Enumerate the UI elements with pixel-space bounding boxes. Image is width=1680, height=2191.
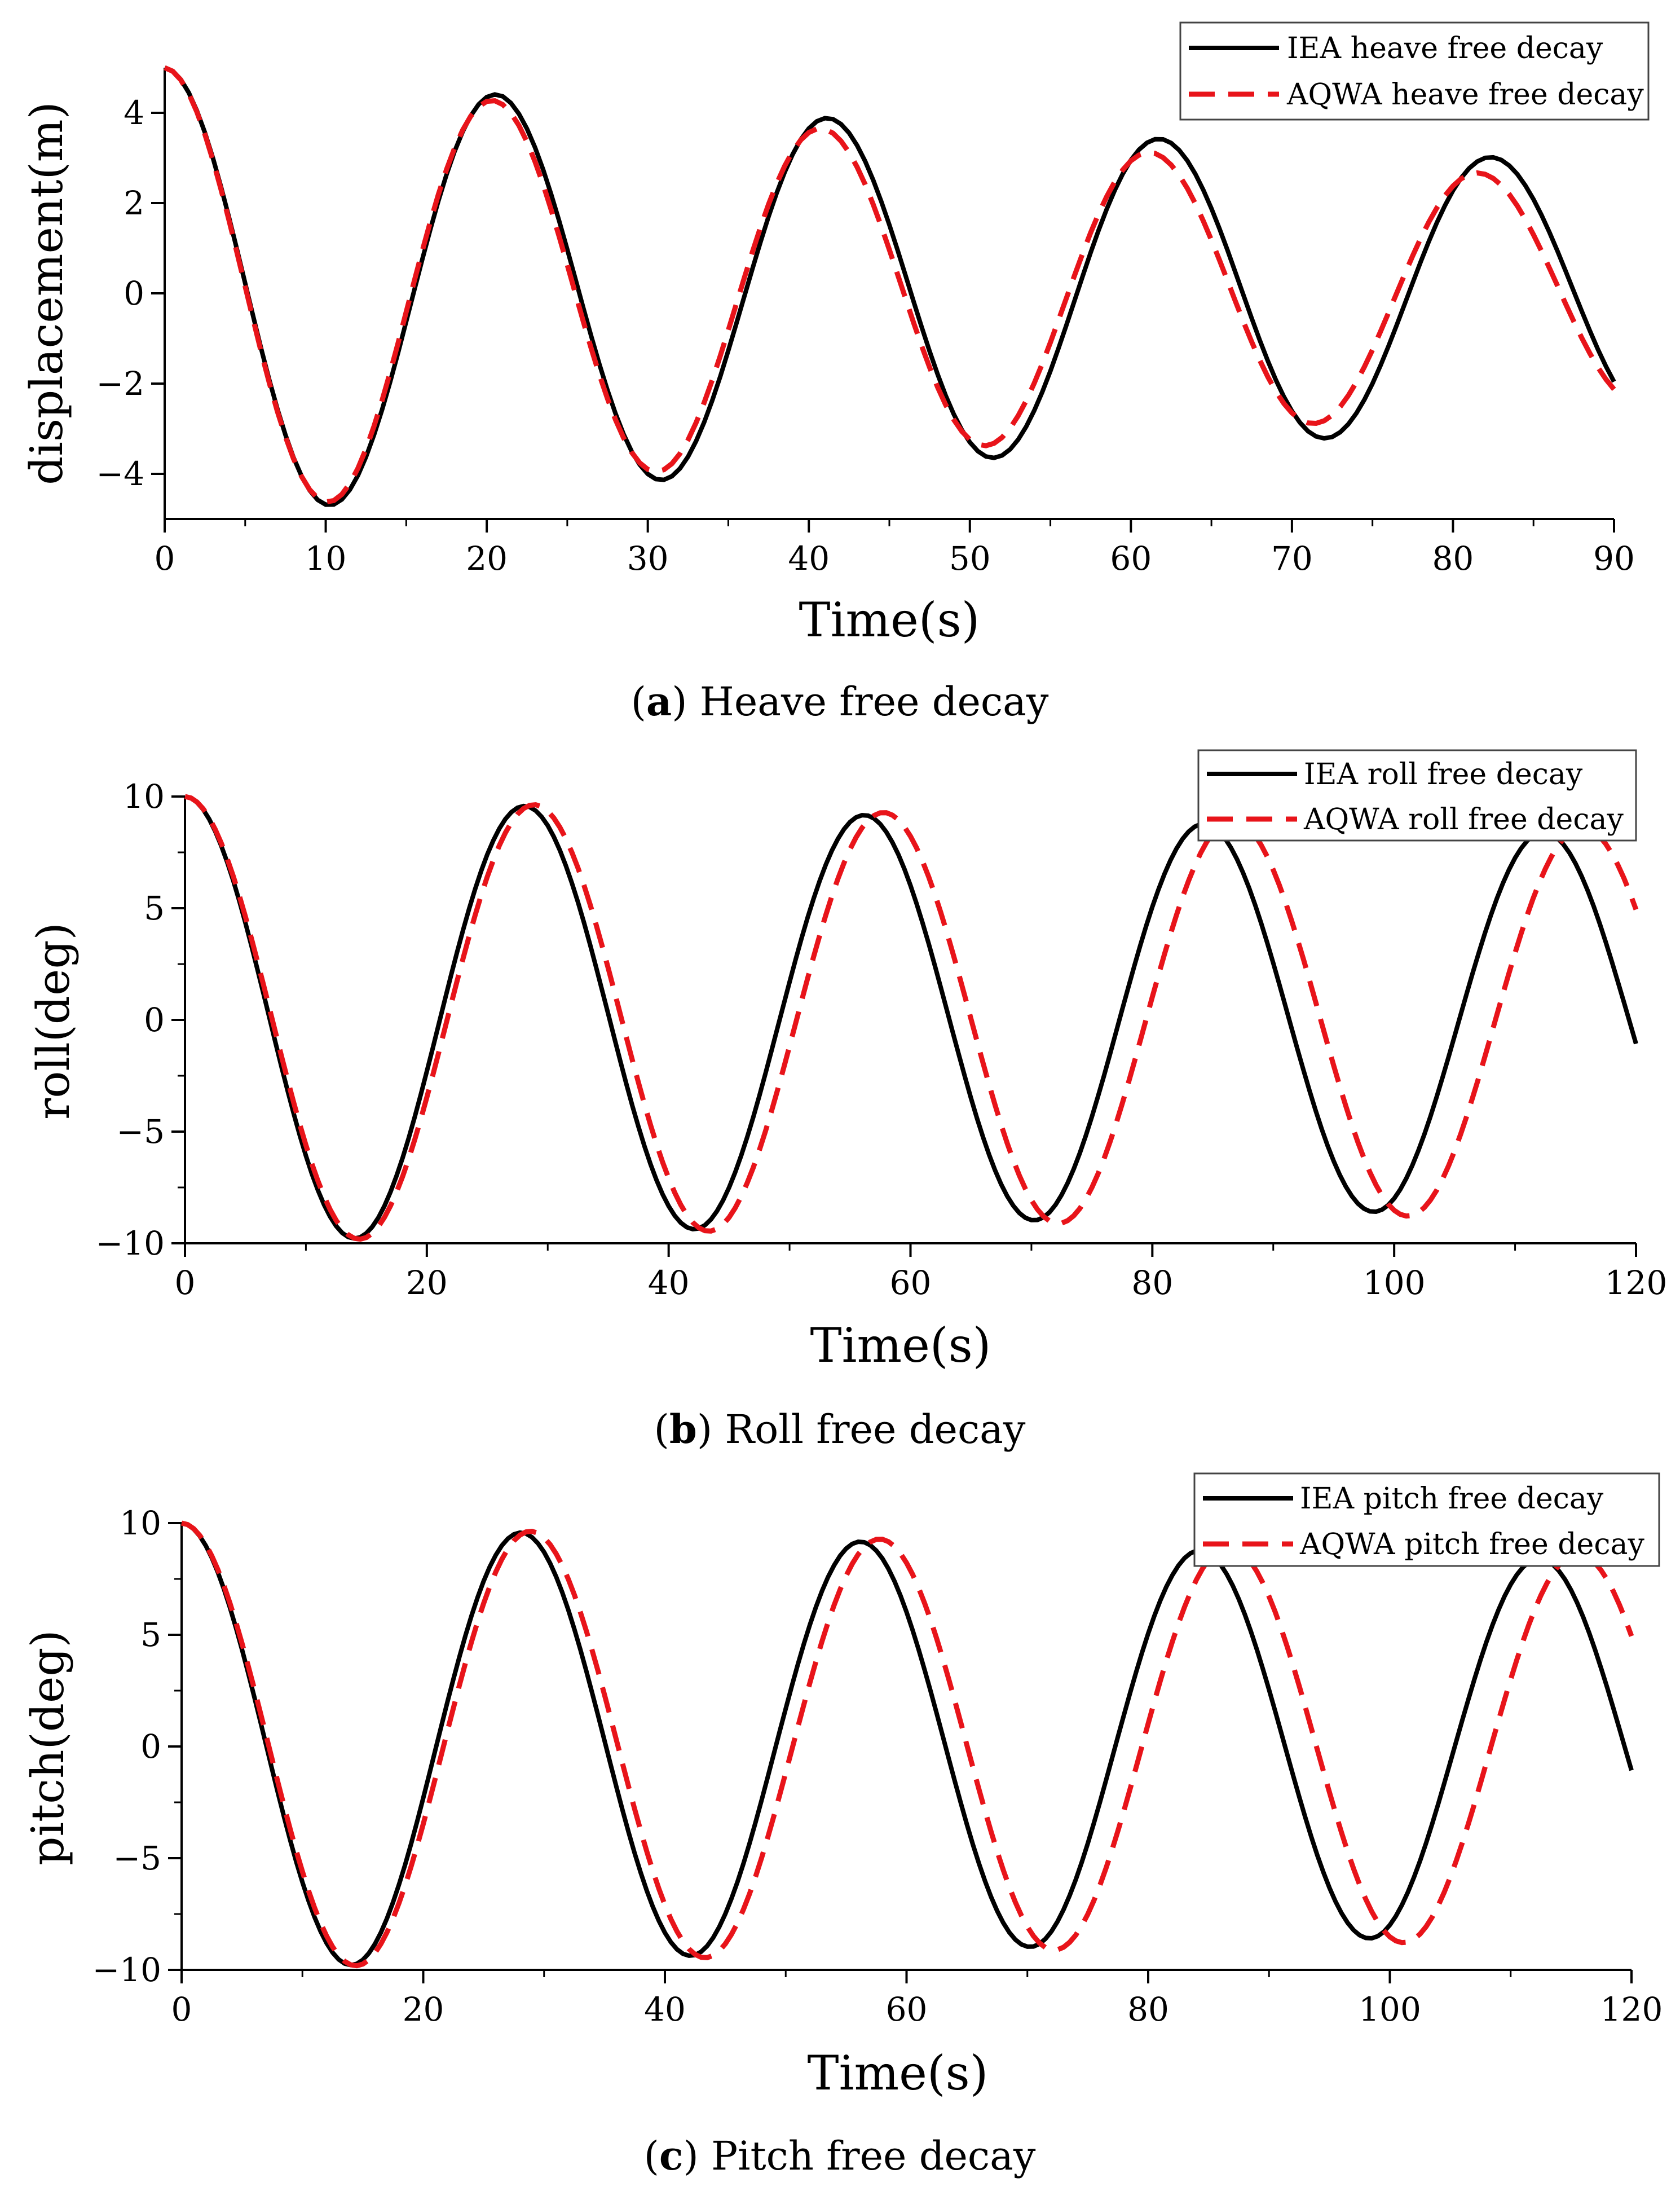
x-tick-label: 100 (1359, 1990, 1421, 2029)
x-tick-labels: 0 20 40 60 80 100 120 (175, 1264, 1668, 1302)
x-tick-labels: 0 20 40 60 80 100 120 (171, 1990, 1663, 2029)
x-tick-label: 0 (175, 1264, 196, 1302)
y-tick-label: −4 (96, 455, 145, 493)
y-tick-label: 5 (144, 889, 165, 927)
x-tick-label: 90 (1593, 539, 1635, 578)
x-tick-label: 0 (155, 539, 175, 578)
x-tick-label: 30 (627, 539, 669, 578)
y-tick-label: −10 (92, 1951, 161, 1989)
series-iea-pitch (180, 1521, 1634, 1968)
x-tick-label: 60 (1110, 539, 1152, 578)
legend: IEA pitch free decay AQWA pitch free dec… (1193, 1472, 1660, 1567)
panel-caption: (b) Roll free decay (654, 1406, 1026, 1453)
axis-ticks (171, 795, 1637, 1257)
x-tick-label: 120 (1605, 1264, 1668, 1302)
series-iea-roll (184, 794, 1638, 1241)
panel-caption: (c) Pitch free decay (644, 2132, 1036, 2179)
caption-text: Heave free decay (700, 679, 1049, 725)
y-tick-label: 10 (120, 1504, 161, 1542)
y-tick-label: −5 (117, 1112, 165, 1151)
x-tick-label: 80 (1131, 1264, 1173, 1302)
x-tick-label: 10 (305, 539, 347, 578)
caption-letter: a (646, 678, 672, 725)
legend-iea-label: IEA heave free decay (1287, 32, 1603, 65)
legend-box (1179, 21, 1650, 121)
x-tick-labels: 0 10 20 30 40 50 60 70 80 90 (155, 539, 1635, 578)
caption-letter: b (669, 1406, 697, 1453)
legend-iea-label: IEA pitch free decay (1300, 1482, 1604, 1516)
x-tick-label: 20 (406, 1264, 448, 1302)
y-tick-label: 0 (140, 1727, 161, 1766)
x-tick-label: 40 (788, 539, 830, 578)
axis-ticks (151, 112, 1615, 533)
x-tick-label: 40 (644, 1990, 686, 2029)
legend-aqwa-label: AQWA roll free decay (1303, 803, 1624, 837)
y-tick-labels: −4 −2 0 2 4 (96, 94, 145, 493)
legend-box (1197, 749, 1637, 842)
legend-aqwa-label: AQWA pitch free decay (1299, 1528, 1644, 1561)
x-tick-label: 50 (949, 539, 991, 578)
legend: IEA heave free decay AQWA heave free dec… (1179, 21, 1650, 121)
chart-heave: 0 10 20 30 40 50 60 70 80 90 −4 −2 0 2 4… (20, 21, 1650, 725)
y-axis-label: roll(deg) (27, 922, 80, 1120)
x-tick-label: 40 (648, 1264, 690, 1302)
x-tick-label: 0 (171, 1990, 192, 2029)
y-axis-label: pitch(deg) (21, 1630, 74, 1865)
axis-ticks (168, 1522, 1633, 1983)
series-aqwa-heave (164, 65, 1616, 505)
y-tick-labels: −10 −5 0 5 10 (96, 777, 165, 1262)
x-tick-label: 100 (1363, 1264, 1426, 1302)
x-tick-label: 70 (1271, 539, 1313, 578)
y-axis-label: displacement(m) (20, 102, 73, 485)
x-axis-label: Time(s) (799, 592, 980, 648)
x-tick-label: 80 (1127, 1990, 1169, 2029)
chart-roll: 0 20 40 60 80 100 120 −10 −5 0 5 10 Time… (27, 749, 1668, 1453)
y-tick-label: −5 (113, 1839, 162, 1877)
x-tick-label: 20 (403, 1990, 444, 2029)
y-tick-label: −10 (96, 1224, 165, 1262)
y-tick-labels: −10 −5 0 5 10 (92, 1504, 161, 1989)
y-tick-label: −2 (96, 364, 145, 403)
panel-caption: (a) Heave free decay (631, 678, 1049, 725)
y-tick-label: 10 (123, 777, 165, 816)
caption-letter: c (659, 2132, 684, 2179)
legend-aqwa-label: AQWA heave free decay (1286, 78, 1644, 112)
x-tick-label: 60 (890, 1264, 932, 1302)
y-tick-label: 2 (124, 184, 144, 222)
y-tick-label: 0 (144, 1001, 165, 1039)
x-tick-label: 60 (886, 1990, 928, 2029)
series-aqwa-roll (184, 794, 1639, 1242)
x-tick-label: 20 (466, 539, 508, 578)
x-axis-label: Time(s) (808, 2045, 989, 2101)
legend: IEA roll free decay AQWA roll free decay (1197, 749, 1637, 842)
series-aqwa-pitch (180, 1520, 1634, 1969)
x-tick-label: 120 (1600, 1990, 1663, 2029)
y-tick-label: 0 (124, 274, 144, 313)
chart-pitch: 0 20 40 60 80 100 120 −10 −5 0 5 10 Time… (21, 1472, 1663, 2179)
x-axis-label: Time(s) (810, 1318, 991, 1373)
caption-text: Roll free decay (725, 1406, 1026, 1453)
legend-iea-label: IEA roll free decay (1304, 758, 1583, 791)
caption-text: Pitch free decay (711, 2133, 1036, 2179)
y-tick-label: 5 (140, 1616, 161, 1654)
x-tick-label: 80 (1432, 539, 1474, 578)
y-tick-label: 4 (124, 94, 144, 132)
legend-box (1193, 1472, 1660, 1567)
